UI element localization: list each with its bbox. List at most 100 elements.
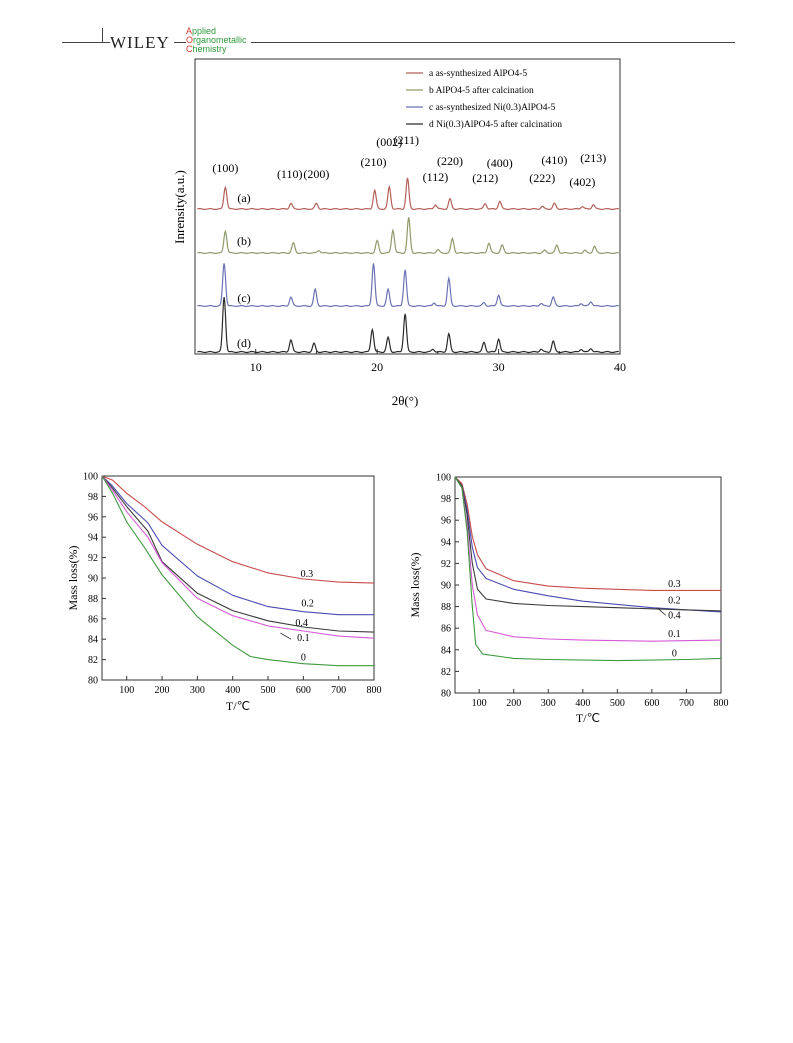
tga-ytick-label: 98 [441, 494, 451, 505]
xrd-peak-label: (400) [487, 156, 513, 170]
xrd-peak-label: (402) [569, 175, 595, 189]
tga-left-ylabel: Mass loss(%) [66, 545, 80, 610]
tga-label-pointer [280, 632, 292, 640]
tga-series-label: 0 [672, 648, 677, 659]
tga-series-label: 0.4 [295, 618, 308, 629]
tga-ytick-label: 88 [88, 594, 98, 605]
tga-ytick-label: 82 [88, 655, 98, 666]
tga-series-label: 0.3 [668, 579, 681, 590]
xrd-legend-entry: c as-synthesized Ni(0.3)AlPO4-5 [429, 102, 556, 113]
xrd-curve-a [197, 177, 619, 210]
xrd-peak-label: (002) [376, 135, 402, 149]
tga-curve [454, 476, 722, 642]
tga-label-pointer [656, 607, 666, 616]
tga-xtick-label: 300 [190, 685, 205, 696]
xrd-peak-label: (110) [277, 167, 303, 181]
tga-xtick-label: 500 [261, 685, 276, 696]
xrd-peak-label: (213) [580, 151, 606, 165]
tga-ytick-label: 80 [441, 689, 451, 700]
tga-curve [101, 475, 375, 639]
tga-ytick-label: 90 [441, 581, 451, 592]
tga-ytick-label: 100 [436, 473, 451, 484]
xrd-peak-label: (212) [472, 171, 498, 185]
tga-xtick-label: 600 [296, 685, 311, 696]
xrd-curve-d [197, 297, 619, 354]
tga-series-label: 0.1 [668, 629, 681, 640]
tga-chart-left: 80 82 84 86 88 90 92 94 96 98 100 100 200 300 400 500 60… [66, 472, 382, 714]
xrd-curve-label: (d) [237, 336, 251, 350]
tga-xtick-label: 700 [679, 698, 694, 709]
tga-left-xlabel: T/℃ [226, 699, 250, 713]
tga-ytick-label: 92 [88, 553, 98, 564]
xrd-plot-frame [194, 58, 621, 355]
xrd-xtick-label: 40 [614, 360, 626, 374]
xrd-peak-label: (210) [361, 155, 387, 169]
tga-curve [454, 476, 721, 591]
tga-curve [101, 475, 375, 633]
xrd-curve-label: (c) [237, 291, 250, 305]
tga-xtick-label: 200 [506, 698, 521, 709]
publisher-logo: WILEY [110, 33, 174, 53]
tga-ytick-label: 90 [88, 574, 98, 585]
xrd-peak-label: (410) [541, 153, 567, 167]
tga-ytick-label: 96 [88, 512, 98, 523]
xrd-curve-label: (b) [237, 234, 251, 248]
tga-xtick-label: 700 [331, 685, 346, 696]
xrd-curve-c [197, 263, 619, 307]
tga-xtick-label: 800 [367, 685, 382, 696]
tga-ytick-label: 80 [88, 676, 98, 687]
tga-series-label: 0.4 [668, 610, 681, 621]
tga-xtick-label: 400 [225, 685, 240, 696]
xrd-ylabel: Inrensity(a.u.) [172, 170, 187, 244]
xrd-xtick-label: 30 [493, 360, 505, 374]
xrd-peak-label: (112) [423, 170, 449, 184]
tga-ytick-label: 98 [88, 492, 98, 503]
tga-series-label: 0.3 [301, 569, 314, 580]
xrd-legend-entry: a as-synthesized AlPO4-5 [429, 69, 527, 79]
xrd-chart: 10 20 30 40 (100) (110) (200) (210) (002)(211) (… [172, 58, 626, 408]
tga-ytick-label: 84 [441, 645, 451, 656]
xrd-peak-label: (100) [212, 161, 238, 175]
xrd-peak-label: (211) [394, 133, 420, 147]
tga-chart-right: 80 82 84 86 88 90 92 94 96 98 100 100 200 300 400 500 60… [408, 473, 729, 726]
xrd-xtick-label: 10 [250, 360, 262, 374]
journal-line-2: Organometallic [186, 35, 247, 45]
xrd-peak-label: (222) [529, 171, 555, 185]
tga-left-plot-frame [101, 475, 375, 681]
tga-right-xlabel: T/℃ [576, 711, 600, 725]
tga-curve [454, 476, 722, 662]
xrd-legend-entry: d Ni(0.3)AlPO4-5 after calcination [429, 119, 562, 130]
tga-xtick-label: 300 [541, 698, 556, 709]
journal-line-1: Applied [186, 26, 217, 36]
header-rule [62, 42, 735, 43]
tga-ytick-label: 92 [441, 559, 451, 570]
tga-ytick-label: 94 [441, 537, 451, 548]
tga-ytick-label: 86 [441, 624, 451, 635]
tga-xtick-label: 600 [644, 698, 659, 709]
tga-ytick-label: 100 [83, 472, 98, 483]
tga-ytick-label: 96 [441, 516, 451, 527]
tga-curve [101, 475, 374, 667]
tga-curve [101, 475, 374, 616]
tga-xtick-label: 800 [714, 698, 729, 709]
tga-ytick-label: 88 [441, 602, 451, 613]
tga-ytick-label: 82 [441, 667, 451, 678]
tga-right-ylabel: Mass loss(%) [408, 552, 422, 617]
xrd-xlabel: 2θ(°) [392, 393, 419, 408]
xrd-curve-b [197, 217, 619, 255]
xrd-peak-label: (220) [437, 154, 463, 168]
tga-xtick-label: 400 [575, 698, 590, 709]
tga-xtick-label: 100 [119, 685, 134, 696]
tga-xtick-label: 200 [155, 685, 170, 696]
journal-line-3: Chemistry [186, 44, 227, 54]
header-tick [102, 28, 103, 42]
xrd-legend-entry: b AlPO4-5 after calcination [429, 85, 534, 96]
tga-ytick-label: 84 [88, 635, 98, 646]
xrd-curve-label: (a) [237, 191, 250, 205]
tga-curve [101, 475, 375, 584]
tga-series-label: 0 [301, 653, 306, 664]
tga-series-label: 0.2 [301, 599, 314, 610]
journal-logo: Applied Organometallic Chemistry [186, 27, 251, 54]
tga-xtick-label: 100 [472, 698, 487, 709]
tga-curve [454, 476, 722, 612]
